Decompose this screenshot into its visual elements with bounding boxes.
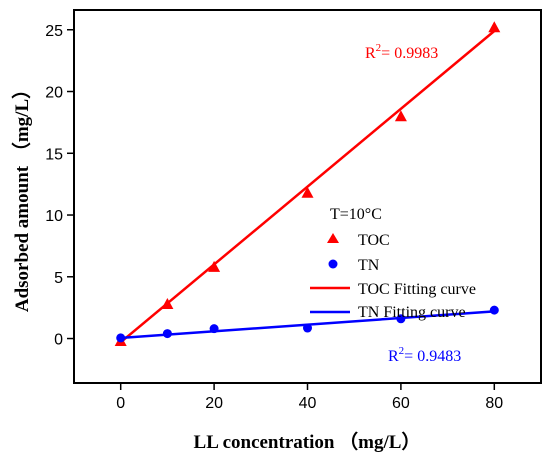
r2-toc-sup: 2 [376,42,382,54]
legend-marker-toc [327,233,339,243]
r2-tn-sup: 2 [399,345,405,357]
y-tick-label: 20 [45,85,63,102]
legend-marker-tn [328,259,338,269]
y-tick-label: 5 [54,270,63,287]
y-axis-title: Adsorbed amount （mg/L） [10,80,33,312]
r2-toc-label: R [365,45,376,62]
y-tick-label: 25 [45,23,63,40]
legend-heading: T=10°C [330,206,382,223]
data-markers [114,21,501,347]
legend-label-toc-fit: TOC Fitting curve [358,281,476,298]
y-axis: 0 5 10 15 20 25 [45,23,74,349]
r2-annotation-tn: R2= 0.9483 [388,345,461,365]
x-tick-label: 0 [116,395,125,412]
toc-point [394,110,407,122]
r2-tn-value: = 0.9483 [404,348,461,365]
r2-toc-value: = 0.9983 [381,45,438,62]
r2-annotation-toc: R2= 0.9983 [365,42,438,62]
legend-label-tn-fit: TN Fitting curve [358,304,466,321]
tn-point [209,324,219,334]
legend-label-toc: TOC [358,232,390,249]
fit-line-2 [119,30,496,344]
x-tick-label: 40 [299,395,317,412]
tn-point [396,314,406,324]
y-tick-label: 15 [45,146,63,163]
y-tick-label: 10 [45,208,63,225]
x-axis-title: LL concentration （mg/L） [194,430,421,453]
legend: T=10°C TOC TN TOC Fitting curve TN Fitti… [310,206,476,321]
tn-point [489,305,499,315]
x-axis: 0 20 40 60 80 [116,383,503,412]
toc-point [488,21,501,33]
x-tick-label: 60 [392,395,410,412]
toc-point [208,260,221,272]
toc-point [161,297,174,309]
legend-label-tn: TN [358,257,380,274]
toc-point [301,186,314,198]
tn-point [303,323,312,333]
r2-tn-label: R [388,348,399,365]
tn-point [116,333,126,343]
tn-point [162,329,172,339]
x-tick-label: 80 [485,395,503,412]
x-tick-label: 20 [205,395,223,412]
y-tick-label: 0 [54,332,63,349]
